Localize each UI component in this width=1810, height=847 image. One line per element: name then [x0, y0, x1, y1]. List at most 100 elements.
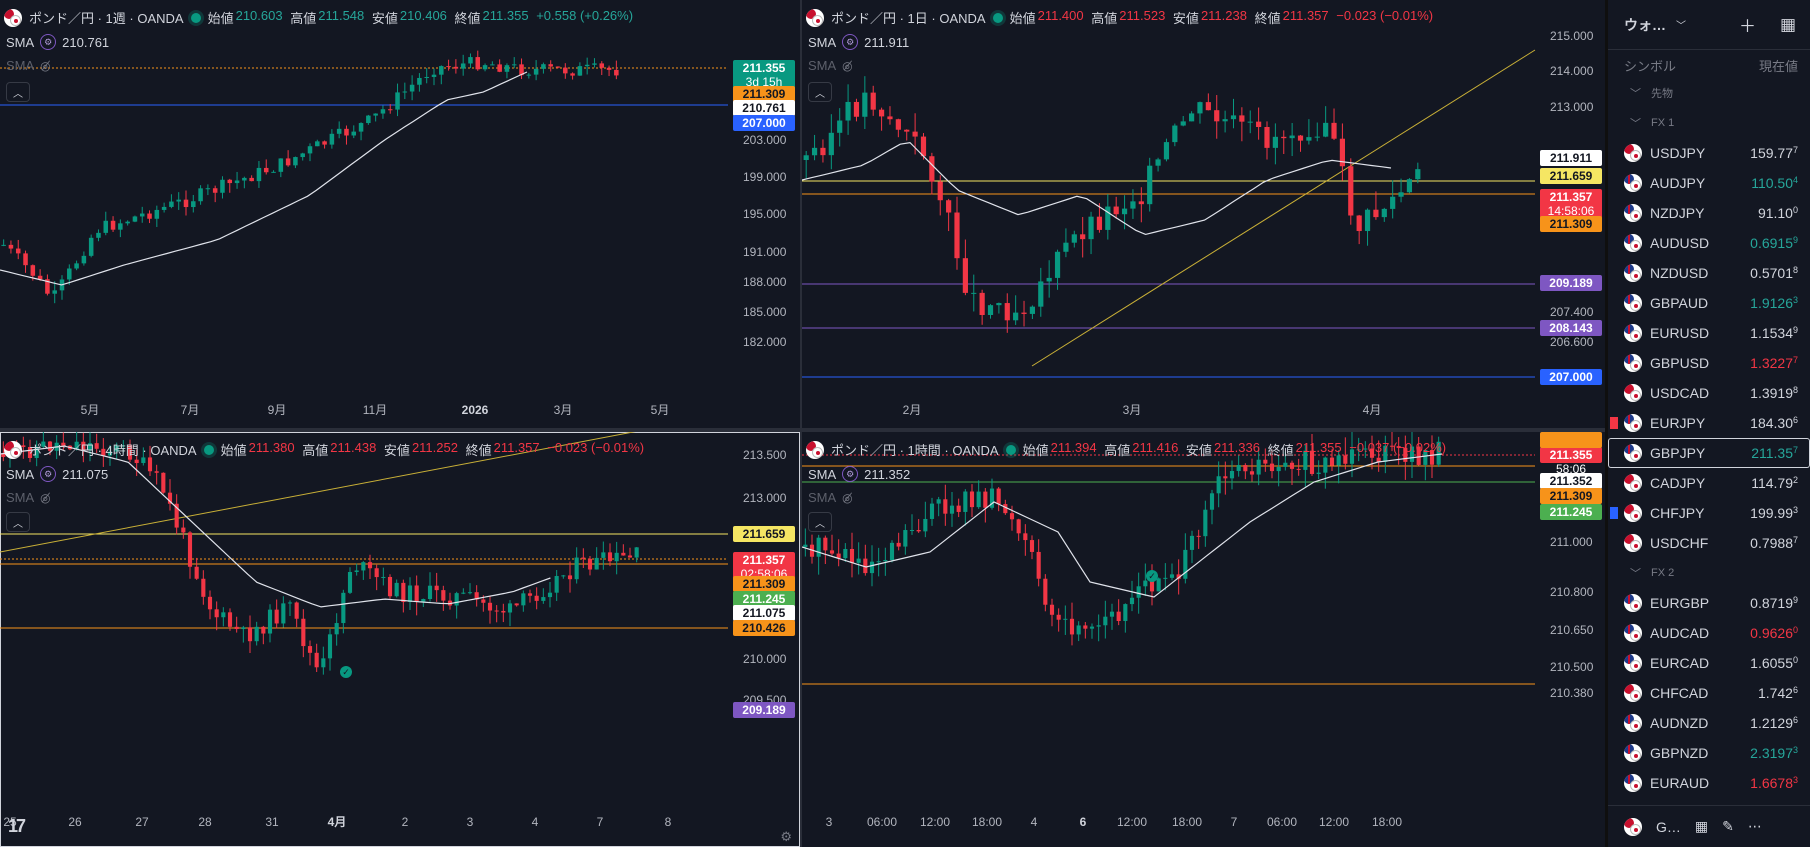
- watchlist-row-audusd[interactable]: AUDUSD 0.69159: [1608, 228, 1810, 258]
- sma-settings-icon[interactable]: ⚙: [40, 466, 57, 482]
- candle-body: [474, 592, 479, 600]
- table-view-icon[interactable]: ▦: [1779, 14, 1796, 34]
- price-chart-daily[interactable]: 215.000214.000213.000210.000207.400206.6…: [802, 0, 1605, 428]
- candle-body: [878, 109, 885, 117]
- watchlist-row-nzdjpy[interactable]: NZDJPY 91.100: [1608, 198, 1810, 228]
- watchlist-row-gbpnzd[interactable]: GBPNZD 2.31973: [1608, 738, 1810, 768]
- candle-body: [424, 76, 429, 78]
- close-label: 終値: [1267, 443, 1294, 458]
- watchlist-row-chfjpy[interactable]: CHFJPY 199.993: [1608, 498, 1810, 528]
- candle-body: [527, 593, 533, 596]
- collapse-legend-button[interactable]: ︿: [6, 512, 30, 532]
- candle-body: [1046, 277, 1052, 282]
- time-axis-label: 11月: [363, 403, 387, 417]
- symbol-title[interactable]: ポンド／円 · 1週 · OANDA: [29, 11, 184, 26]
- chart-pane-daily[interactable]: 215.000214.000213.000210.000207.400206.6…: [802, 0, 1605, 428]
- sma-settings-icon[interactable]: ⚙: [40, 34, 57, 50]
- price-pip-digit: 9: [1792, 235, 1798, 245]
- flag-marker[interactable]: [1610, 417, 1618, 429]
- watchlist-row-eurgbp[interactable]: EURGBP 0.87199: [1608, 588, 1810, 618]
- watchlist-row-eurusd[interactable]: EURUSD 1.15349: [1608, 318, 1810, 348]
- current-symbol[interactable]: G…: [1656, 818, 1681, 835]
- chevron-down-icon[interactable]: ﹀: [1676, 21, 1686, 32]
- sma-indicator-1[interactable]: SMA ⚙ 210.761: [6, 34, 109, 50]
- watchlist-row-audjpy[interactable]: AUDJPY 110.504: [1608, 168, 1810, 198]
- more-icon[interactable]: ⋯: [1747, 818, 1762, 834]
- currency-flag-icon: [1624, 354, 1642, 372]
- price-label-value: 211.659: [743, 527, 786, 541]
- price-chart-weekly[interactable]: 216.000203.000199.000195.000191.000188.0…: [0, 0, 800, 428]
- edit-icon[interactable]: ✎: [1722, 818, 1734, 834]
- hidden-eye-icon[interactable]: ◎̸: [40, 490, 51, 505]
- watchlist-row-audnzd[interactable]: AUDNZD 1.21296: [1608, 708, 1810, 738]
- watchlist-row-eurjpy[interactable]: EURJPY 184.306: [1608, 408, 1810, 438]
- chevron-down-icon: ﹀: [1630, 568, 1641, 580]
- sma-indicator-2[interactable]: SMA ◎̸: [808, 490, 853, 505]
- hidden-eye-icon[interactable]: ◎̸: [40, 58, 51, 73]
- candle-body: [614, 552, 619, 562]
- pane-divider-vertical[interactable]: [800, 0, 802, 847]
- column-symbol[interactable]: シンボル: [1624, 59, 1677, 74]
- watchlist-title[interactable]: ウォ…: [1624, 16, 1666, 33]
- section-fx2[interactable]: ﹀ FX 2: [1608, 558, 1810, 588]
- symbol-title[interactable]: ポンド／円 · 1時間 · OANDA: [831, 443, 999, 458]
- symbol-title[interactable]: ポンド／円 · 4時間 · OANDA: [29, 443, 197, 458]
- price-chart-4h[interactable]: 213.500213.000212.500212.000211.500210.0…: [0, 432, 800, 847]
- watchlist-row-chfcad[interactable]: CHFCAD 1.7426: [1608, 678, 1810, 708]
- layout-icon[interactable]: ▦: [1694, 818, 1709, 834]
- watchlist-row-cadjpy[interactable]: CADJPY 114.792: [1608, 468, 1810, 498]
- watchlist-row-gbpjpy[interactable]: GBPJPY 211.357: [1608, 438, 1810, 468]
- price-axis-label: 191.000: [743, 245, 787, 259]
- collapse-legend-button[interactable]: ︿: [6, 82, 30, 102]
- watchlist-row-gbpaud[interactable]: GBPAUD 1.91263: [1608, 288, 1810, 318]
- symbol-name: GBPAUD: [1650, 295, 1709, 311]
- pane-divider-horizontal[interactable]: [0, 428, 1605, 432]
- candle-body: [161, 472, 166, 493]
- hidden-eye-icon[interactable]: ◎̸: [842, 58, 853, 73]
- event-marker-icon[interactable]: ✓: [340, 666, 352, 678]
- chart-pane-1h[interactable]: 211.600211.400211.000210.800210.650210.5…: [802, 432, 1605, 847]
- watchlist-row-eurcad[interactable]: EURCAD 1.60550: [1608, 648, 1810, 678]
- watchlist-row-euraud[interactable]: EURAUD 1.66783: [1608, 768, 1810, 798]
- chart-pane-4h[interactable]: 213.500213.000212.500212.000211.500210.0…: [0, 432, 800, 847]
- candle-body: [1381, 208, 1387, 218]
- watchlist-row-usdcad[interactable]: USDCAD 1.39198: [1608, 378, 1810, 408]
- price-label-value: 211.075: [743, 606, 786, 620]
- watchlist-row-usdjpy[interactable]: USDJPY 159.777: [1608, 138, 1810, 168]
- column-price[interactable]: 現在値: [1758, 59, 1798, 74]
- watchlist-row-nzdusd[interactable]: NZDUSD 0.57018: [1608, 258, 1810, 288]
- watchlist-row-gbpusd[interactable]: GBPUSD 1.32277: [1608, 348, 1810, 378]
- price-chart-1h[interactable]: 211.600211.400211.000210.800210.650210.5…: [802, 432, 1605, 847]
- section-fx1[interactable]: ﹀ FX 1: [1608, 108, 1810, 138]
- sma-indicator-1[interactable]: SMA ⚙ 211.352: [808, 466, 910, 482]
- time-axis-label: 2月: [903, 403, 922, 417]
- candle-body: [592, 63, 597, 65]
- sma-settings-icon[interactable]: ⚙: [842, 34, 859, 50]
- sma-indicator-2[interactable]: SMA ◎̸: [6, 58, 51, 73]
- sma-settings-icon[interactable]: ⚙: [842, 466, 859, 482]
- sma-indicator-1[interactable]: SMA ⚙ 211.911: [808, 34, 909, 50]
- candle-body: [366, 115, 371, 124]
- section-futures[interactable]: ﹀ 先物: [1608, 78, 1810, 108]
- candle-body: [327, 634, 333, 659]
- price-axis-label: 210.380: [1550, 686, 1594, 700]
- price-label-box: [1540, 168, 1602, 184]
- collapse-legend-button[interactable]: ︿: [808, 512, 832, 532]
- price-label-value: 211.355: [743, 61, 786, 75]
- sma-indicator-2[interactable]: SMA ◎̸: [808, 58, 853, 73]
- candle-body: [314, 652, 319, 668]
- symbol-title[interactable]: ポンド／円 · 1日 · OANDA: [831, 11, 986, 26]
- flag-marker[interactable]: [1610, 507, 1618, 519]
- settings-gear-icon[interactable]: ⚙: [780, 829, 792, 844]
- collapse-legend-button[interactable]: ︿: [808, 82, 832, 102]
- tradingview-logo[interactable]: 17: [8, 816, 26, 836]
- event-marker-icon[interactable]: ✓: [1146, 570, 1158, 582]
- sma-indicator-1[interactable]: SMA ⚙ 211.075: [6, 466, 108, 482]
- add-symbol-icon[interactable]: ＋: [1738, 17, 1756, 36]
- chart-pane-weekly[interactable]: 216.000203.000199.000195.000191.000188.0…: [0, 0, 800, 428]
- watchlist-row-audcad[interactable]: AUDCAD 0.96260: [1608, 618, 1810, 648]
- hidden-eye-icon[interactable]: ◎̸: [842, 490, 853, 505]
- sma-indicator-2[interactable]: SMA ◎̸: [6, 490, 51, 505]
- change-value: −0.023 (−0.01%): [547, 440, 645, 455]
- watchlist-row-usdchf[interactable]: USDCHF 0.79887: [1608, 528, 1810, 558]
